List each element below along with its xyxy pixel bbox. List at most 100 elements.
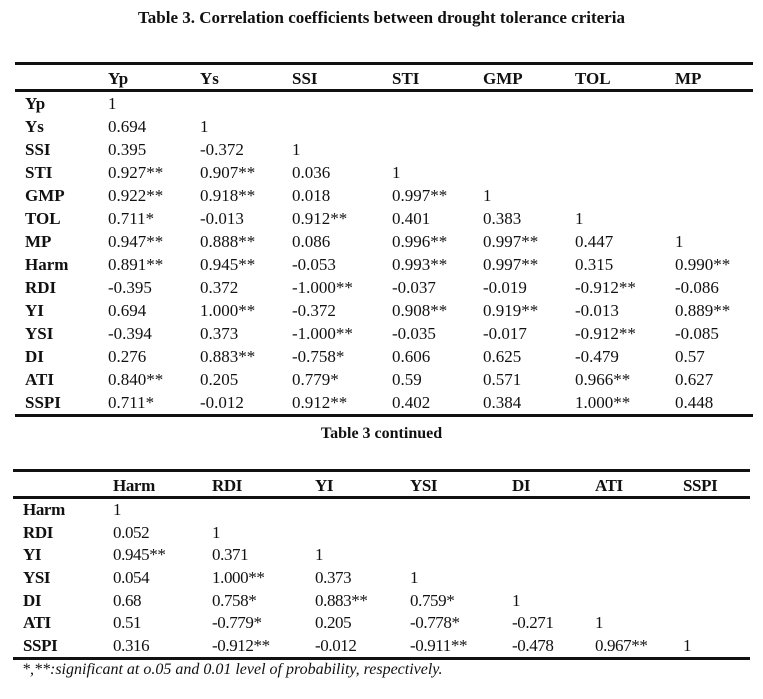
correlation-cell: 1 bbox=[392, 162, 401, 182]
correlation-cell: 0.694 bbox=[108, 300, 147, 320]
correlation-cell bbox=[567, 161, 667, 184]
correlation-cell: 0.401 bbox=[392, 208, 431, 228]
row-label: DI bbox=[23, 590, 42, 610]
correlation-cell: -0.911** bbox=[410, 635, 468, 655]
correlation-cell: 0.316 bbox=[113, 635, 150, 655]
correlation-cell: 0.779* bbox=[292, 369, 339, 389]
correlation-cell bbox=[284, 91, 384, 116]
correlation-cell bbox=[587, 498, 675, 522]
table-title: Table 3. Correlation coefficients betwee… bbox=[138, 8, 625, 27]
correlation-cell bbox=[307, 498, 402, 522]
row-label: SSI bbox=[25, 139, 51, 159]
correlation-cell: 0.891** bbox=[108, 254, 164, 274]
correlation-cell bbox=[667, 207, 753, 230]
correlation-cell: -0.271 bbox=[512, 613, 554, 633]
correlation-cell: 0.372 bbox=[200, 277, 239, 297]
correlation-cell bbox=[204, 498, 307, 522]
correlation-cell: 0.996** bbox=[392, 231, 448, 251]
correlation-cell: -0.085 bbox=[675, 323, 719, 343]
correlation-cell: 0.908** bbox=[392, 300, 448, 320]
correlation-cell bbox=[192, 91, 284, 116]
correlation-cell: 0.373 bbox=[315, 568, 352, 588]
row-label: Ys bbox=[25, 116, 44, 136]
table-row: ATI 0.840** 0.205 0.779* 0.59 0.571 0.966** 0.6… bbox=[15, 368, 753, 391]
correlation-cell: 1.000** bbox=[200, 300, 256, 320]
row-label: STI bbox=[25, 162, 53, 182]
correlation-cell: -0.394 bbox=[108, 323, 152, 343]
correlation-cell: 0.907** bbox=[200, 162, 256, 182]
correlation-cell bbox=[384, 91, 475, 116]
correlation-cell: 1 bbox=[512, 590, 521, 610]
header-row: Harm RDI YI YSI DI ATI SSPI bbox=[13, 470, 750, 499]
correlation-cell: -0.778* bbox=[410, 613, 460, 633]
correlation-cell: -0.758* bbox=[292, 346, 345, 366]
correlation-cell: -0.013 bbox=[575, 300, 619, 320]
correlation-cell: 1 bbox=[200, 116, 209, 136]
correlation-cell bbox=[402, 522, 504, 545]
correlation-cell: 0.373 bbox=[200, 323, 239, 343]
table-row: SSI 0.395 -0.372 1 bbox=[15, 138, 753, 161]
correlation-cell: 0.993** bbox=[392, 254, 448, 274]
correlation-cell: 0.919** bbox=[483, 300, 539, 320]
correlation-cell bbox=[675, 522, 750, 545]
correlation-cell: 0.922** bbox=[108, 185, 164, 205]
header-row: Yp Ys SSI STI GMP TOL MP bbox=[15, 63, 753, 92]
correlation-cell: 0.59 bbox=[392, 369, 422, 389]
correlation-cell: 0.383 bbox=[483, 208, 522, 228]
row-label: ATI bbox=[23, 613, 51, 633]
correlation-cell bbox=[587, 567, 675, 590]
correlation-cell: 0.402 bbox=[392, 392, 431, 412]
correlation-cell: -0.037 bbox=[392, 277, 436, 297]
correlation-cell bbox=[284, 115, 384, 138]
correlation-cell: 0.918** bbox=[200, 185, 256, 205]
correlation-cell bbox=[667, 91, 753, 116]
correlation-cell: 1 bbox=[683, 635, 692, 655]
correlation-cell: 0.018 bbox=[292, 185, 331, 205]
table-row: YSI -0.394 0.373 -1.000** -0.035 -0.017 -0.912… bbox=[15, 322, 753, 345]
row-label: YI bbox=[25, 300, 44, 320]
column-header: ATI bbox=[587, 470, 675, 499]
correlation-cell: 0.68 bbox=[113, 590, 142, 610]
table-row: STI 0.927** 0.907** 0.036 1 bbox=[15, 161, 753, 184]
correlation-cell: 1 bbox=[675, 231, 684, 251]
correlation-cell: 0.384 bbox=[483, 392, 522, 412]
correlation-cell bbox=[587, 589, 675, 612]
correlation-cell: 0.57 bbox=[675, 346, 705, 366]
row-label: SSPI bbox=[25, 392, 61, 412]
correlation-cell bbox=[667, 184, 753, 207]
correlation-cell: 0.997** bbox=[483, 254, 539, 274]
correlation-cell: 0.276 bbox=[108, 346, 147, 366]
correlation-cell: 0.883** bbox=[315, 590, 368, 610]
table-row: DI 0.276 0.883** -0.758* 0.606 0.625 -0.479 0.5… bbox=[15, 345, 753, 368]
correlation-cell: 1 bbox=[595, 613, 604, 633]
correlation-cell bbox=[567, 91, 667, 116]
correlation-cell bbox=[307, 522, 402, 545]
row-label: RDI bbox=[25, 277, 57, 297]
correlation-cell: -0.372 bbox=[292, 300, 336, 320]
correlation-cell: 1.000** bbox=[212, 568, 265, 588]
column-header: YSI bbox=[402, 470, 504, 499]
table-row: SSPI 0.316 -0.912** -0.012 -0.911** -0.478 0.9… bbox=[13, 635, 750, 659]
correlation-cell bbox=[567, 115, 667, 138]
table-row: GMP 0.922** 0.918** 0.018 0.997** 1 bbox=[15, 184, 753, 207]
correlation-cell: -1.000** bbox=[292, 277, 353, 297]
correlation-cell: 0.758* bbox=[212, 590, 257, 610]
correlation-cell bbox=[667, 138, 753, 161]
correlation-cell: -0.912** bbox=[212, 635, 270, 655]
correlation-cell bbox=[402, 498, 504, 522]
correlation-cell: 1 bbox=[315, 545, 324, 565]
correlation-table-continued: Harm RDI YI YSI DI ATI SSPI Harm 1 RDI 0.052 1 YI 0.… bbox=[13, 469, 750, 661]
correlation-cell: 1 bbox=[292, 139, 301, 159]
column-header: YI bbox=[307, 470, 402, 499]
correlation-cell bbox=[667, 115, 753, 138]
column-header: Ys bbox=[192, 63, 284, 92]
table-row: Ys 0.694 1 bbox=[15, 115, 753, 138]
row-label: Harm bbox=[25, 254, 69, 274]
column-header: Harm bbox=[105, 470, 204, 499]
table-row: RDI -0.395 0.372 -1.000** -0.037 -0.019 -0.912… bbox=[15, 276, 753, 299]
correlation-cell: 0.947** bbox=[108, 231, 164, 251]
row-label: SSPI bbox=[23, 635, 58, 655]
column-header: MP bbox=[667, 63, 753, 92]
correlation-cell: 1 bbox=[575, 208, 584, 228]
correlation-cell: -0.017 bbox=[483, 323, 527, 343]
